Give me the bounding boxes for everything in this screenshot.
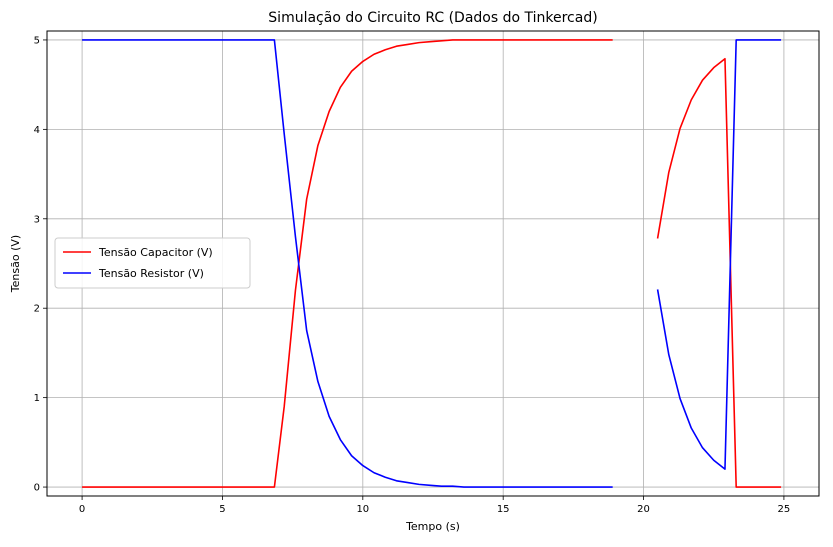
x-tick-label: 20	[637, 504, 650, 515]
plot-frame	[46, 30, 820, 497]
legend: Tensão Capacitor (V) Tensão Resistor (V)	[54, 237, 251, 289]
x-tick-label: 10	[356, 504, 369, 515]
legend-box	[54, 237, 251, 289]
chart-title: Simulação do Circuito RC (Dados do Tinke…	[268, 10, 597, 26]
series-line-2	[656, 39, 782, 470]
x-tick-label: 0	[79, 504, 85, 515]
grid	[47, 31, 819, 496]
ticks: 0 5 10 15 20 25 0 1 2 3 4 5	[34, 35, 791, 515]
legend-entry: Tensão Resistor (V)	[98, 267, 204, 280]
y-tick-label: 3	[34, 214, 40, 225]
y-axis-label: Tensão (V)	[9, 235, 22, 293]
y-tick-label: 2	[34, 304, 40, 315]
x-tick-label: 5	[219, 504, 225, 515]
series-layer	[82, 39, 782, 488]
series-line-1	[82, 39, 613, 488]
x-tick-label: 25	[778, 504, 791, 515]
y-tick-label: 1	[34, 393, 40, 404]
x-tick-label: 15	[497, 504, 510, 515]
x-axis-label: Tempo (s)	[405, 520, 460, 533]
series-line-1	[656, 57, 782, 488]
y-tick-label: 4	[34, 125, 40, 136]
y-tick-label: 5	[34, 35, 40, 46]
series-line-2	[82, 39, 613, 488]
y-tick-label: 0	[34, 483, 40, 494]
legend-entry: Tensão Capacitor (V)	[98, 246, 213, 259]
